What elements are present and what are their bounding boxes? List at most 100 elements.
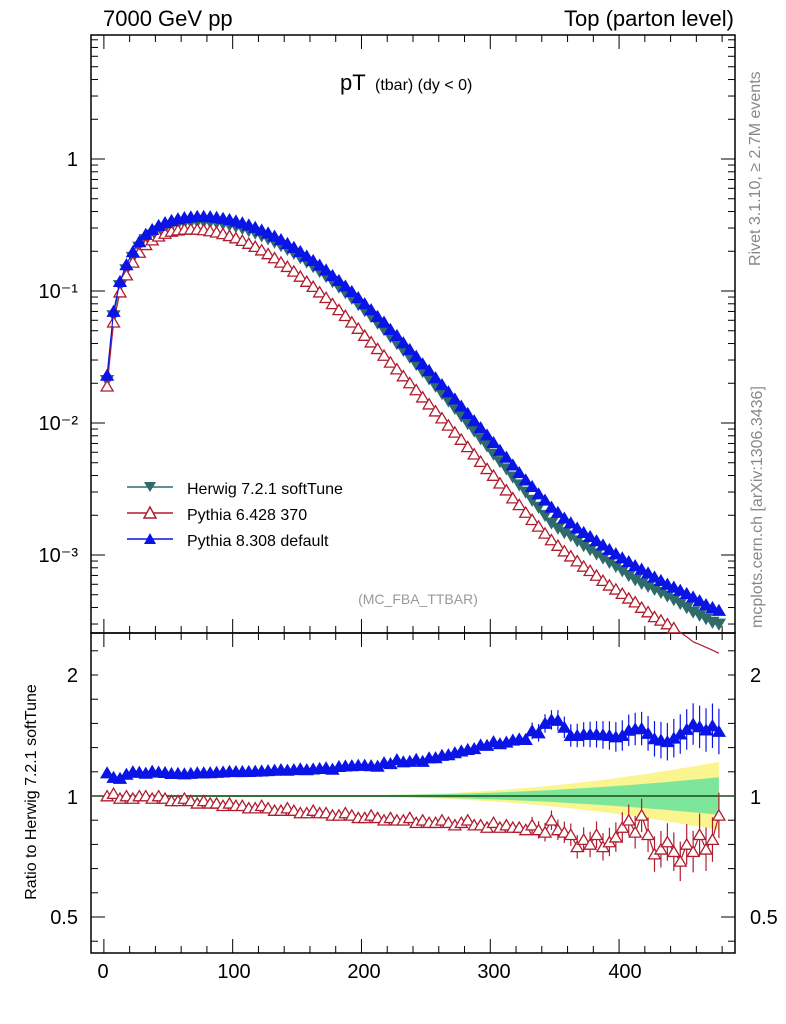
point-herwig (537, 509, 553, 522)
point-pythia6 (402, 376, 417, 389)
xtick-100: 100 (217, 961, 250, 983)
ratio-point-pythia6 (563, 828, 578, 841)
ratio-point-pythia6 (640, 828, 656, 841)
ratio-point-pythia6 (486, 815, 501, 829)
point-pythia8 (673, 583, 688, 596)
point-pythia8 (370, 309, 385, 323)
ratio-point-pythia8 (692, 720, 707, 733)
point-pythia8 (132, 235, 147, 248)
ratio-point-pythia6 (570, 840, 585, 853)
point-pythia8 (99, 368, 115, 381)
plot-title-sub: (tbar) (dy < 0) (375, 77, 472, 94)
point-pythia8 (260, 226, 276, 239)
ratio-point-pythia8 (634, 721, 649, 735)
ratio-point-pythia6 (589, 828, 604, 841)
axis-ticks (91, 35, 735, 953)
point-pythia6 (447, 425, 462, 438)
point-pythia6 (376, 348, 392, 361)
point-pythia6 (409, 383, 424, 396)
xtick-0: 0 (97, 961, 108, 983)
point-pythia8 (666, 580, 681, 593)
point-pythia6 (634, 600, 649, 613)
ratio-point-pythia6 (621, 813, 636, 826)
point-pythia6 (99, 379, 115, 392)
point-pythia6 (563, 549, 578, 562)
ratio-y-axis-label: Ratio to Herwig 7.2.1 softTune (23, 684, 40, 900)
point-pythia6 (557, 544, 572, 557)
point-pythia6 (119, 268, 134, 281)
point-pythia6 (344, 315, 359, 328)
ratio-point-pythia6 (537, 825, 553, 838)
ytick-1: 1 (67, 149, 78, 171)
ratio-point-pythia6 (673, 854, 688, 867)
point-pythia6 (531, 519, 546, 532)
point-pythia8 (357, 297, 372, 310)
ratio-point-pythia8 (99, 766, 115, 779)
main-panel-series (99, 209, 727, 654)
point-pythia8 (550, 505, 566, 518)
point-pythia6 (660, 617, 675, 630)
point-pythia6 (254, 243, 269, 256)
point-pythia6 (602, 578, 617, 591)
point-pythia6 (351, 321, 366, 334)
point-pythia8 (409, 349, 424, 362)
point-pythia8 (364, 303, 379, 316)
ratio-point-pythia8 (640, 726, 656, 739)
point-pythia6 (628, 595, 643, 608)
ratio-point-pythia6 (576, 832, 591, 846)
point-pythia6 (467, 447, 482, 460)
point-pythia6 (389, 362, 405, 375)
point-pythia8 (679, 586, 694, 600)
point-pythia6 (582, 564, 598, 577)
point-pythia8 (467, 414, 482, 427)
point-pythia8 (595, 538, 611, 551)
point-pythia8 (293, 244, 308, 258)
point-pythia6 (492, 476, 508, 489)
ratio-point-pythia6 (660, 835, 675, 848)
point-pythia8 (112, 274, 128, 287)
point-pythia8 (576, 525, 591, 538)
point-pythia8 (106, 304, 121, 317)
point-pythia6 (544, 533, 559, 546)
point-pythia6 (306, 279, 321, 293)
point-pythia8 (299, 249, 314, 262)
ratio-point-pythia6 (525, 818, 540, 831)
point-pythia8 (563, 516, 578, 529)
ratio-point-pythia8 (518, 732, 533, 745)
point-pythia8 (473, 421, 488, 434)
point-pythia6 (512, 498, 527, 511)
ratio-point-pythia6 (628, 825, 643, 838)
ratio-ytick-2-left: 2 (67, 665, 78, 687)
point-pythia8 (537, 493, 553, 506)
point-pythia6 (280, 259, 295, 273)
point-pythia8 (119, 258, 134, 271)
point-pythia6 (434, 411, 450, 424)
ratio-point-pythia6 (686, 844, 701, 858)
point-pythia6 (550, 538, 566, 551)
point-pythia8 (338, 279, 353, 292)
point-pythia6 (595, 573, 611, 587)
ratio-ytick-05-left: 0.5 (50, 907, 78, 929)
point-herwig (711, 618, 727, 631)
point-pythia6 (441, 418, 456, 431)
point-pythia6 (518, 505, 533, 518)
ratio-point-pythia6 (705, 832, 720, 846)
point-pythia8 (615, 551, 630, 564)
header-energy-label: 7000 GeV pp (103, 6, 233, 31)
point-pythia6 (370, 342, 385, 355)
header-process-label: Top (parton level) (564, 6, 734, 31)
point-pythia6 (312, 285, 327, 298)
point-pythia6 (640, 605, 656, 618)
ratio-point-pythia6 (106, 786, 121, 800)
point-pythia6 (505, 491, 520, 504)
point-pythia8 (570, 521, 585, 534)
point-pythia6 (537, 526, 553, 539)
ratio-ytick-1-left: 1 (67, 787, 78, 809)
point-pythia8 (318, 263, 334, 276)
ratio-panel-series (99, 703, 727, 882)
point-pythia8 (486, 435, 501, 449)
point-pythia6 (267, 251, 282, 264)
point-pythia6 (299, 274, 314, 287)
point-pythia6 (570, 554, 585, 567)
